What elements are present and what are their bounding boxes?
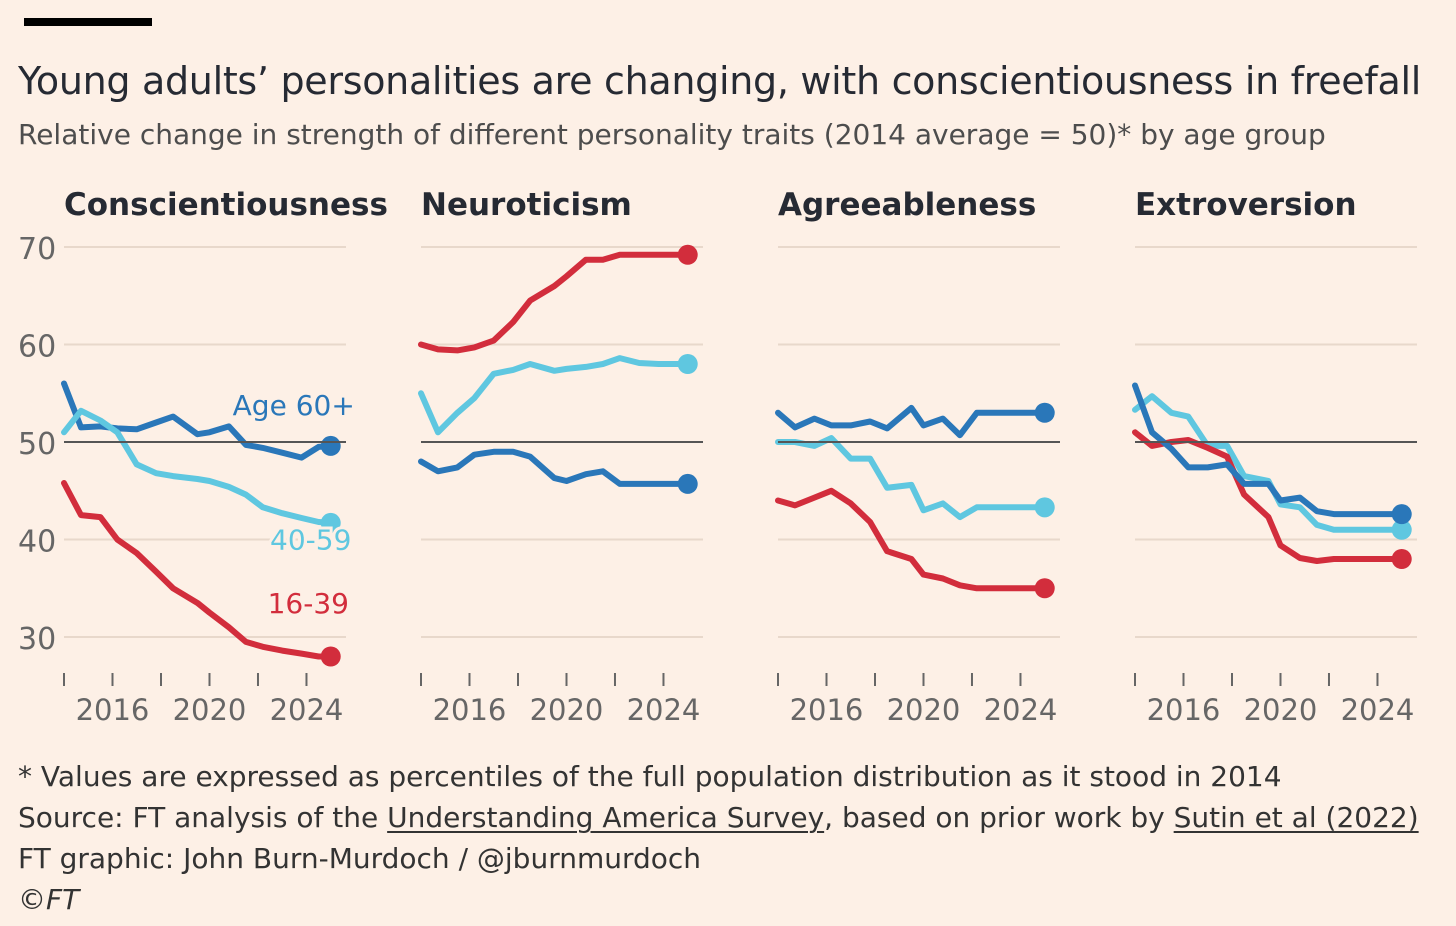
chart-title: Young adults’ personalities are changing…	[18, 59, 1421, 103]
series-line-age_16_39	[61, 480, 334, 660]
chart-subtitle: Relative change in strength of different…	[18, 118, 1326, 151]
panel-extroversion: Extroversion 2016 2020 2024	[1132, 187, 1417, 727]
x-tick-label: 2016	[76, 693, 150, 727]
x-tick-label: 2020	[530, 693, 604, 727]
footnote: * Values are expressed as percentiles of…	[18, 760, 1282, 793]
x-tick-label: 2016	[1147, 693, 1221, 727]
end-point-age_40_59	[320, 512, 341, 533]
understanding-america-survey-link[interactable]: Understanding America Survey	[387, 801, 825, 834]
x-tick-label: 2020	[173, 693, 247, 727]
end-point-age_60_plus	[320, 435, 341, 456]
series-line-age_40_59	[61, 407, 334, 526]
end-point-age_16_39	[1391, 549, 1412, 569]
end-point-age_16_39	[1034, 578, 1055, 599]
source-line: Source: FT analysis of the Understanding…	[18, 797, 1419, 838]
source-middle: , based on prior work by	[824, 801, 1174, 834]
footer: * Values are expressed as percentiles of…	[18, 756, 1419, 920]
series-line-age_60_plus	[775, 404, 1048, 439]
y-tick-label: 70	[18, 232, 56, 267]
series-line-age_16_39	[775, 487, 1048, 592]
x-tick-label: 2024	[270, 693, 344, 727]
panel-conscientiousness: Conscientiousness 2016 2020 2024 Age 60+ 40-5…	[61, 187, 388, 727]
panel-title: Neuroticism	[421, 187, 632, 223]
y-tick-label: 50	[18, 427, 56, 462]
x-tick-label: 2016	[790, 693, 864, 727]
source-prefix: Source: FT analysis of the	[18, 801, 388, 834]
end-point-age_40_59	[1391, 519, 1412, 540]
series-line-age_40_59	[1132, 393, 1405, 533]
series-label: 40-59	[270, 524, 351, 557]
panel-neuroticism: Neuroticism 2016 2020 2024	[418, 187, 703, 727]
x-tick-label: 2020	[1244, 693, 1318, 727]
series-line-age_60_plus	[418, 448, 691, 487]
series-line-age_60_plus	[1132, 382, 1405, 518]
end-point-age_60_plus	[677, 473, 698, 494]
x-tick-label: 2024	[984, 693, 1058, 727]
series-line-age_40_59	[418, 355, 691, 436]
graphic-credit: FT graphic: John Burn-Murdoch / @jburnmu…	[18, 842, 702, 875]
sutin-et-al-link[interactable]: Sutin et al (2022)	[1173, 801, 1419, 834]
panel-title: Agreeableness	[778, 187, 1036, 223]
panel-agreeableness: Agreeableness 2016 2020 2024	[775, 187, 1060, 727]
series-line-age_16_39	[418, 251, 691, 354]
ft-top-bar	[24, 18, 152, 26]
end-point-age_16_39	[677, 244, 698, 265]
end-point-age_16_39	[320, 646, 341, 667]
panel-title: Extroversion	[1135, 187, 1357, 223]
series-line-age_40_59	[775, 435, 1048, 521]
end-point-age_60_plus	[1034, 402, 1055, 423]
y-tick-label: 30	[18, 622, 56, 657]
x-tick-label: 2024	[627, 693, 701, 727]
x-tick-label: 2020	[887, 693, 961, 727]
series-label: 16-39	[268, 587, 349, 620]
x-tick-label: 2016	[433, 693, 507, 727]
x-tick-label: 2024	[1341, 693, 1415, 727]
y-tick-label: 60	[18, 330, 56, 365]
copyright: ©FT	[18, 883, 80, 916]
end-point-age_60_plus	[1391, 504, 1412, 525]
end-point-age_40_59	[1034, 497, 1055, 518]
panel-title: Conscientiousness	[64, 187, 388, 223]
end-point-age_40_59	[677, 354, 698, 374]
y-tick-label: 40	[18, 525, 56, 560]
series-label: Age 60+	[233, 389, 355, 422]
